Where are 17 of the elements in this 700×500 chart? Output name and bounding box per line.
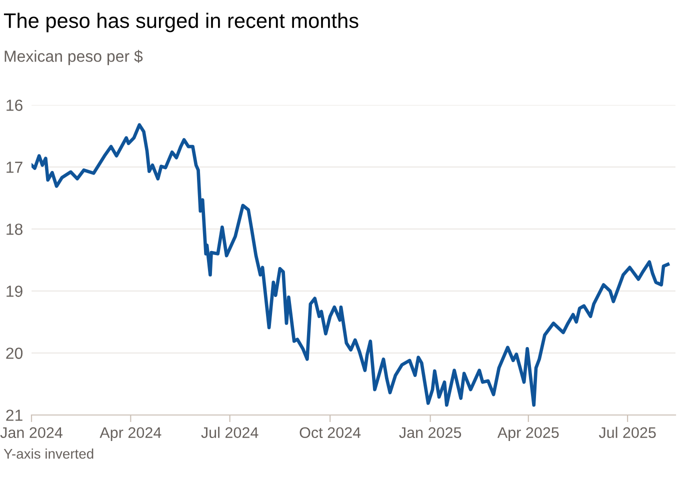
x-tick-label: Apr 2025 bbox=[497, 427, 559, 442]
y-tick-label: 21 bbox=[6, 410, 22, 421]
x-tick-label: Jan 2024 bbox=[0, 427, 62, 438]
x-tick-label: Jul 2024 bbox=[201, 426, 258, 438]
y-tick-label: 16 bbox=[6, 100, 22, 111]
y-tick-label: 19 bbox=[6, 286, 22, 297]
x-tick-label: Oct 2024 bbox=[300, 427, 361, 438]
y-tick-label: 18 bbox=[6, 224, 22, 235]
line-series bbox=[32, 123, 670, 407]
text: Y-axis inverted bbox=[4, 448, 94, 459]
chart-title: The peso has surged in recent months bbox=[4, 12, 358, 32]
chart-subtitle: Mexican peso per $ bbox=[4, 50, 143, 66]
x-tick-label: Jan 2025 bbox=[399, 427, 462, 438]
y-tick-label: 20 bbox=[6, 348, 23, 359]
x-tick-label: Jul 2025 bbox=[598, 426, 656, 438]
x-tick-label: Apr 2024 bbox=[100, 427, 162, 442]
y-tick-label: 17 bbox=[6, 162, 22, 173]
